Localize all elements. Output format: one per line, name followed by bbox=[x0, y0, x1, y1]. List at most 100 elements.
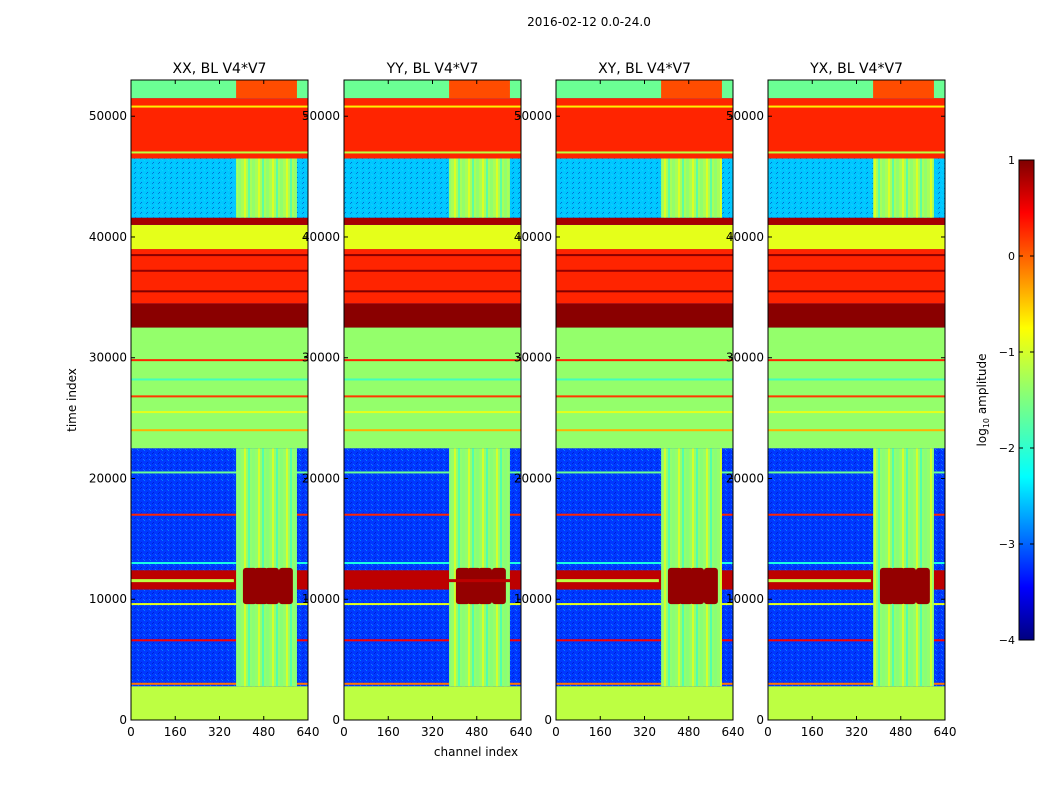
heatmap-streak bbox=[768, 378, 945, 381]
panels: XX, BL V4*V7 0 160 320 480 640 0 10000 20000 3000… bbox=[89, 61, 957, 739]
heatmap-streak bbox=[344, 105, 521, 108]
rfi-burst bbox=[242, 567, 257, 605]
heatmap-streak bbox=[131, 342, 308, 345]
rfi-burst bbox=[879, 567, 894, 605]
panel-yx: YX, BL V4*V7 0 160 320 480 640 0 10000 20000 3000… bbox=[726, 61, 957, 739]
heatmap-streak bbox=[768, 290, 945, 293]
heatmap-band bbox=[556, 217, 733, 225]
heatmap-streak bbox=[344, 682, 521, 685]
active-channels-top bbox=[661, 80, 722, 99]
heatmap-streak bbox=[556, 254, 733, 257]
heatmap-streak bbox=[131, 471, 308, 474]
heatmap-streak bbox=[344, 562, 521, 565]
rfi-line bbox=[556, 579, 659, 583]
heatmap-band bbox=[556, 249, 733, 304]
heatmap-streak bbox=[556, 378, 733, 381]
colorbar-label-sub: 10 bbox=[982, 418, 991, 428]
heatmap-streak bbox=[131, 359, 308, 362]
heatmap-streak bbox=[556, 603, 733, 606]
heatmap-streak bbox=[131, 290, 308, 293]
heatmap-band bbox=[768, 686, 945, 720]
heatmap-streak bbox=[768, 562, 945, 565]
heatmap-band bbox=[131, 686, 308, 720]
heatmap-streak bbox=[344, 411, 521, 414]
heatmap-streak bbox=[344, 429, 521, 432]
heatmap-streak bbox=[131, 411, 308, 414]
heatmap-streak bbox=[131, 105, 308, 108]
figure-suptitle: 2016-02-12 0.0-24.0 bbox=[527, 15, 651, 29]
panel-xy: XY, BL V4*V7 0 160 320 480 640 0 10000 20000 3000… bbox=[514, 61, 745, 739]
heatmap-band bbox=[768, 303, 945, 328]
y-axis-label: time index bbox=[65, 368, 79, 432]
heatmap-band bbox=[131, 249, 308, 304]
heatmap-band bbox=[344, 686, 521, 720]
rfi-burst bbox=[278, 567, 293, 605]
rfi-burst bbox=[455, 567, 470, 605]
y-tick-label: 0 bbox=[756, 713, 764, 727]
x-tick-label: 320 bbox=[421, 725, 444, 739]
heatmap-streak bbox=[131, 682, 308, 685]
active-channels-top bbox=[449, 80, 510, 99]
rfi-burst bbox=[902, 567, 917, 605]
heatmap-streak bbox=[768, 269, 945, 272]
y-tick-label: 30000 bbox=[726, 351, 764, 365]
heatmap-streak bbox=[131, 269, 308, 272]
heatmap-streak bbox=[556, 471, 733, 474]
x-tick-label: 160 bbox=[801, 725, 824, 739]
heatmap-streak bbox=[556, 359, 733, 362]
y-tick-label: 10000 bbox=[89, 592, 127, 606]
y-tick-label: 40000 bbox=[89, 230, 127, 244]
heatmap-band bbox=[768, 249, 945, 304]
heatmap-band bbox=[344, 217, 521, 225]
heatmap-streak bbox=[556, 151, 733, 154]
heatmap-band bbox=[131, 224, 308, 250]
active-channels-high-stripes bbox=[449, 158, 510, 218]
heatmap-streak bbox=[344, 603, 521, 606]
x-tick-label: 640 bbox=[934, 725, 957, 739]
panel-title: YY, BL V4*V7 bbox=[386, 61, 479, 77]
y-tick-label: 50000 bbox=[514, 109, 552, 123]
y-tick-label: 10000 bbox=[302, 592, 340, 606]
y-tick-label: 0 bbox=[332, 713, 340, 727]
colorbar-tick-label: 1 bbox=[1008, 154, 1015, 167]
y-tick-label: 40000 bbox=[302, 230, 340, 244]
x-tick-label: 320 bbox=[633, 725, 656, 739]
heatmap-streak bbox=[344, 254, 521, 257]
heatmap-band bbox=[556, 98, 733, 159]
heatmap-band bbox=[768, 217, 945, 225]
panel-title: XX, BL V4*V7 bbox=[173, 61, 267, 77]
heatmap-streak bbox=[768, 395, 945, 398]
colorbar-tick-label: −1 bbox=[999, 346, 1015, 359]
heatmap-streak bbox=[131, 395, 308, 398]
heatmap-streak bbox=[556, 411, 733, 414]
heatmap-band bbox=[131, 217, 308, 225]
rfi-line bbox=[344, 579, 521, 583]
heatmap-band bbox=[556, 303, 733, 328]
y-tick-label: 0 bbox=[544, 713, 552, 727]
heatmap-streak bbox=[768, 639, 945, 642]
heatmap-streak bbox=[344, 639, 521, 642]
heatmap-band bbox=[344, 327, 521, 449]
y-tick-label: 10000 bbox=[726, 592, 764, 606]
heatmap-streak bbox=[768, 471, 945, 474]
heatmap-streak bbox=[344, 290, 521, 293]
heatmap-streak bbox=[556, 429, 733, 432]
heatmap-band bbox=[344, 303, 521, 328]
heatmap-streak bbox=[131, 378, 308, 381]
heatmap-streak bbox=[768, 342, 945, 345]
heatmap-streak bbox=[768, 513, 945, 516]
x-tick-label: 0 bbox=[764, 725, 772, 739]
heatmap-streak bbox=[556, 290, 733, 293]
heatmap-streak bbox=[131, 603, 308, 606]
heatmap-band bbox=[344, 224, 521, 250]
active-channels-stripes bbox=[873, 448, 934, 687]
colorbar: 10−1−2−3−4 log10 amplitude bbox=[975, 154, 1035, 647]
active-channels-high-stripes bbox=[873, 158, 934, 218]
heatmap-streak bbox=[768, 603, 945, 606]
y-tick-label: 40000 bbox=[726, 230, 764, 244]
heatmap-streak bbox=[344, 269, 521, 272]
heatmap-streak bbox=[131, 562, 308, 565]
heatmap-streak bbox=[131, 254, 308, 257]
x-tick-label: 320 bbox=[208, 725, 231, 739]
y-tick-label: 20000 bbox=[514, 471, 552, 485]
